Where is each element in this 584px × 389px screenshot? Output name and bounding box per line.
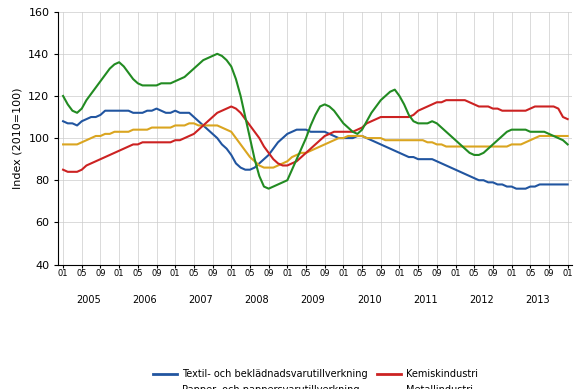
Text: 2012: 2012 xyxy=(469,295,493,305)
Kemiskindustri xyxy=(396,115,403,119)
Metallindustri xyxy=(214,51,221,56)
Papper- och pappersvarutillverkning xyxy=(401,138,408,142)
Line: Metallindustri: Metallindustri xyxy=(63,54,568,189)
Metallindustri xyxy=(401,102,408,107)
Textil- och beklädnadsvarutillverkning xyxy=(396,151,403,155)
Textil- och beklädnadsvarutillverkning xyxy=(232,161,239,166)
Legend: Textil- och beklädnadsvarutillverkning, Papper- och pappersvarutillverkning, Kem: Textil- och beklädnadsvarutillverkning, … xyxy=(149,365,482,389)
Metallindustri xyxy=(60,94,67,98)
Textil- och beklädnadsvarutillverkning xyxy=(335,136,342,140)
Papper- och pappersvarutillverkning xyxy=(345,134,352,138)
Line: Textil- och beklädnadsvarutillverkning: Textil- och beklädnadsvarutillverkning xyxy=(63,109,568,189)
Kemiskindustri xyxy=(443,98,450,102)
Textil- och beklädnadsvarutillverkning xyxy=(60,119,67,124)
Y-axis label: Index (2010=100): Index (2010=100) xyxy=(13,88,23,189)
Papper- och pappersvarutillverkning xyxy=(204,123,211,128)
Papper- och pappersvarutillverkning xyxy=(564,134,571,138)
Text: 2013: 2013 xyxy=(525,295,550,305)
Text: 2011: 2011 xyxy=(413,295,437,305)
Papper- och pappersvarutillverkning xyxy=(97,134,104,138)
Kemiskindustri xyxy=(340,130,347,134)
Text: 2010: 2010 xyxy=(357,295,381,305)
Kemiskindustri xyxy=(64,170,71,174)
Kemiskindustri xyxy=(564,117,571,121)
Textil- och beklädnadsvarutillverkning xyxy=(513,186,520,191)
Line: Papper- och pappersvarutillverkning: Papper- och pappersvarutillverkning xyxy=(63,123,568,168)
Text: 2009: 2009 xyxy=(301,295,325,305)
Kemiskindustri xyxy=(102,155,109,159)
Textil- och beklädnadsvarutillverkning xyxy=(340,136,347,140)
Kemiskindustri xyxy=(204,119,211,124)
Text: 2007: 2007 xyxy=(189,295,213,305)
Papper- och pappersvarutillverkning xyxy=(60,142,67,147)
Kemiskindustri xyxy=(335,130,342,134)
Metallindustri xyxy=(265,186,272,191)
Papper- och pappersvarutillverkning xyxy=(340,136,347,140)
Metallindustri xyxy=(232,77,239,81)
Kemiskindustri xyxy=(232,106,239,111)
Text: 2006: 2006 xyxy=(133,295,157,305)
Textil- och beklädnadsvarutillverkning xyxy=(153,106,160,111)
Papper- och pappersvarutillverkning xyxy=(186,121,193,126)
Papper- och pappersvarutillverkning xyxy=(260,165,267,170)
Line: Kemiskindustri: Kemiskindustri xyxy=(63,100,568,172)
Metallindustri xyxy=(345,125,352,130)
Text: 2005: 2005 xyxy=(77,295,101,305)
Textil- och beklädnadsvarutillverkning xyxy=(97,112,104,117)
Text: 2008: 2008 xyxy=(245,295,269,305)
Metallindustri xyxy=(97,79,104,84)
Papper- och pappersvarutillverkning xyxy=(232,136,239,140)
Kemiskindustri xyxy=(60,167,67,172)
Metallindustri xyxy=(564,142,571,147)
Metallindustri xyxy=(200,58,207,63)
Metallindustri xyxy=(340,121,347,126)
Textil- och beklädnadsvarutillverkning xyxy=(204,127,211,132)
Textil- och beklädnadsvarutillverkning xyxy=(564,182,571,187)
